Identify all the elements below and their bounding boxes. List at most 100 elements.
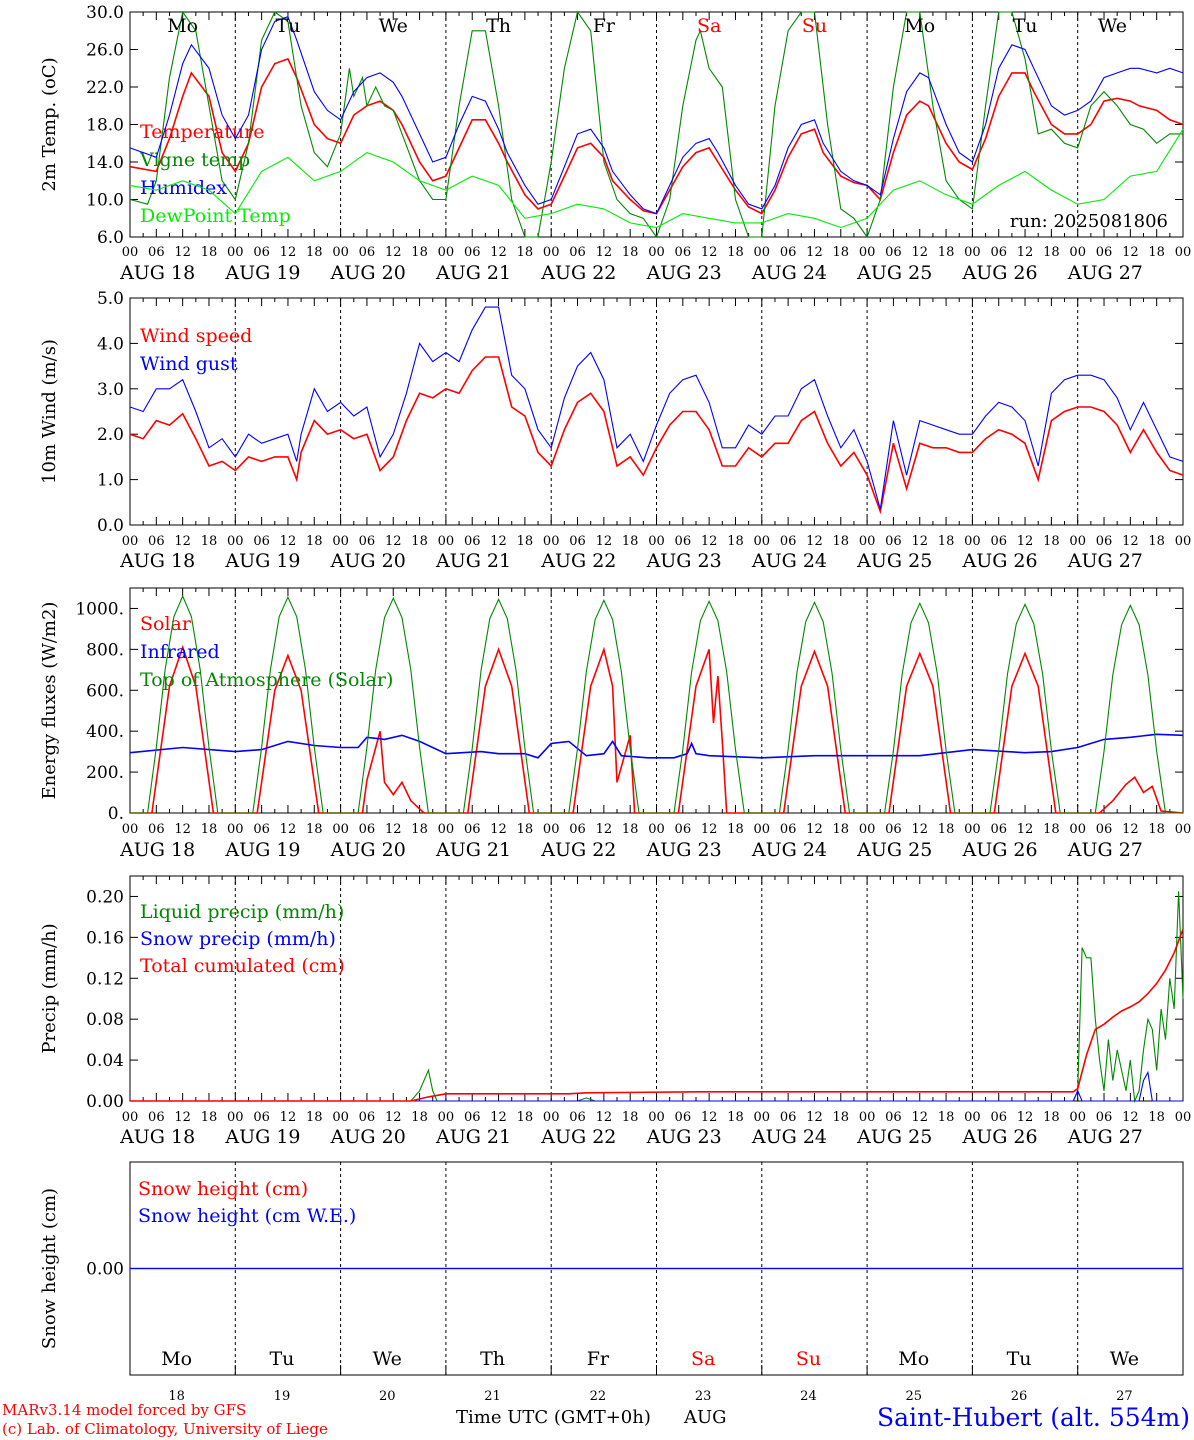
day-number-label: 18 [168, 1389, 185, 1404]
hour-tick-label: 12 [1017, 245, 1034, 260]
hour-tick-label: 06 [464, 534, 481, 549]
hour-tick-label: 12 [911, 534, 928, 549]
hour-tick-label: 06 [359, 245, 376, 260]
hour-tick-label: 12 [174, 245, 191, 260]
weekday-label: We [1110, 1348, 1139, 1370]
weekday-label: Th [480, 1348, 505, 1370]
hour-tick-label: 12 [1122, 1110, 1139, 1125]
series-line-lightgreen [129, 128, 1184, 229]
hour-tick-label: 00 [332, 534, 349, 549]
y-tick-label: 0.00 [86, 1260, 124, 1280]
y-tick-label: 4.0 [97, 334, 124, 354]
hour-tick-label: 12 [490, 245, 507, 260]
day-number-label: 24 [800, 1389, 817, 1404]
date-label: AUG 20 [330, 550, 406, 572]
hour-tick-label: 18 [1043, 1110, 1060, 1125]
series-line-red [129, 356, 1184, 515]
weekday-label: Mo [898, 1348, 929, 1370]
hour-tick-label: 06 [885, 534, 902, 549]
hour-tick-label: 00 [859, 245, 876, 260]
hour-tick-label: 18 [622, 534, 639, 549]
hour-tick-label: 12 [911, 822, 928, 837]
series-line-blue [129, 15, 1184, 215]
hour-tick-label: 06 [675, 822, 692, 837]
hour-tick-label: 18 [411, 1110, 428, 1125]
hour-tick-label: 00 [332, 245, 349, 260]
hour-tick-label: 18 [1043, 245, 1060, 260]
hour-tick-label: 06 [1096, 245, 1113, 260]
series-line-green [130, 594, 1183, 814]
hour-tick-label: 00 [754, 245, 771, 260]
hour-tick-label: 18 [517, 1110, 534, 1125]
date-label: AUG 22 [540, 262, 616, 284]
day-number-label: 21 [484, 1389, 501, 1404]
hour-tick-label: 18 [1148, 822, 1165, 837]
hour-tick-label: 00 [438, 534, 455, 549]
date-label: AUG 18 [119, 1126, 195, 1148]
weekday-label: Mo [161, 1348, 192, 1370]
hour-tick-label: 18 [306, 245, 323, 260]
weekday-label: Tu [269, 1348, 294, 1370]
model-credit: MARv3.14 model forced by GFS [2, 1401, 246, 1419]
hour-tick-label: 12 [806, 822, 823, 837]
hour-tick-label: 00 [859, 534, 876, 549]
hour-tick-label: 00 [1175, 534, 1192, 549]
y-tick-label: 800. [86, 640, 124, 660]
date-label: AUG 20 [330, 1126, 406, 1148]
hour-tick-label: 18 [622, 1110, 639, 1125]
hour-tick-label: 00 [648, 534, 665, 549]
date-label: AUG 21 [435, 839, 511, 861]
series-line-red [129, 57, 1184, 215]
hour-tick-label: 12 [490, 822, 507, 837]
hour-tick-label: 12 [701, 534, 718, 549]
legend-entry: Total cumulated (cm) [140, 955, 345, 977]
hour-tick-label: 12 [174, 534, 191, 549]
hour-tick-label: 06 [148, 1110, 165, 1125]
series-line-blue [129, 306, 1184, 510]
hour-tick-label: 00 [859, 1110, 876, 1125]
y-tick-label: 0.12 [86, 969, 124, 989]
hour-tick-label: 12 [1122, 245, 1139, 260]
hour-tick-label: 06 [359, 1110, 376, 1125]
hour-tick-label: 12 [490, 1110, 507, 1125]
hour-tick-label: 18 [201, 245, 218, 260]
hour-tick-label: 00 [648, 822, 665, 837]
day-number-label: 23 [695, 1389, 712, 1404]
y-tick-label: 0. [108, 804, 124, 824]
y-tick-label: 6.0 [97, 228, 124, 248]
hour-tick-label: 12 [701, 245, 718, 260]
run-label: run: 2025081806 [1010, 211, 1168, 232]
hour-tick-label: 12 [385, 245, 402, 260]
hour-tick-label: 18 [411, 822, 428, 837]
hour-tick-label: 06 [253, 534, 270, 549]
hour-tick-label: 06 [990, 245, 1007, 260]
date-label: AUG 22 [540, 839, 616, 861]
hour-tick-label: 12 [596, 534, 613, 549]
y-tick-label: 600. [86, 681, 124, 701]
hour-tick-label: 06 [253, 245, 270, 260]
hour-tick-label: 12 [806, 534, 823, 549]
hour-tick-label: 00 [438, 1110, 455, 1125]
hour-tick-label: 06 [675, 245, 692, 260]
hour-tick-label: 00 [1069, 534, 1086, 549]
date-label: AUG 24 [751, 839, 827, 861]
hour-tick-label: 18 [517, 534, 534, 549]
legend-entry: DewPoint Temp [140, 205, 291, 227]
weekday-label: We [1098, 15, 1127, 37]
hour-tick-label: 12 [911, 1110, 928, 1125]
date-label: AUG 20 [330, 839, 406, 861]
day-number-label: 25 [905, 1389, 922, 1404]
hour-tick-label: 18 [1148, 245, 1165, 260]
hour-tick-label: 18 [833, 822, 850, 837]
y-tick-label: 200. [86, 763, 124, 783]
hour-tick-label: 06 [885, 1110, 902, 1125]
date-label: AUG 26 [961, 839, 1037, 861]
hour-tick-label: 18 [201, 534, 218, 549]
hour-tick-label: 18 [1043, 822, 1060, 837]
hour-tick-label: 12 [1017, 1110, 1034, 1125]
hour-tick-label: 18 [938, 245, 955, 260]
hour-tick-label: 00 [543, 1110, 560, 1125]
date-label: AUG 24 [751, 550, 827, 572]
hour-tick-label: 06 [990, 1110, 1007, 1125]
hour-tick-label: 00 [543, 245, 560, 260]
